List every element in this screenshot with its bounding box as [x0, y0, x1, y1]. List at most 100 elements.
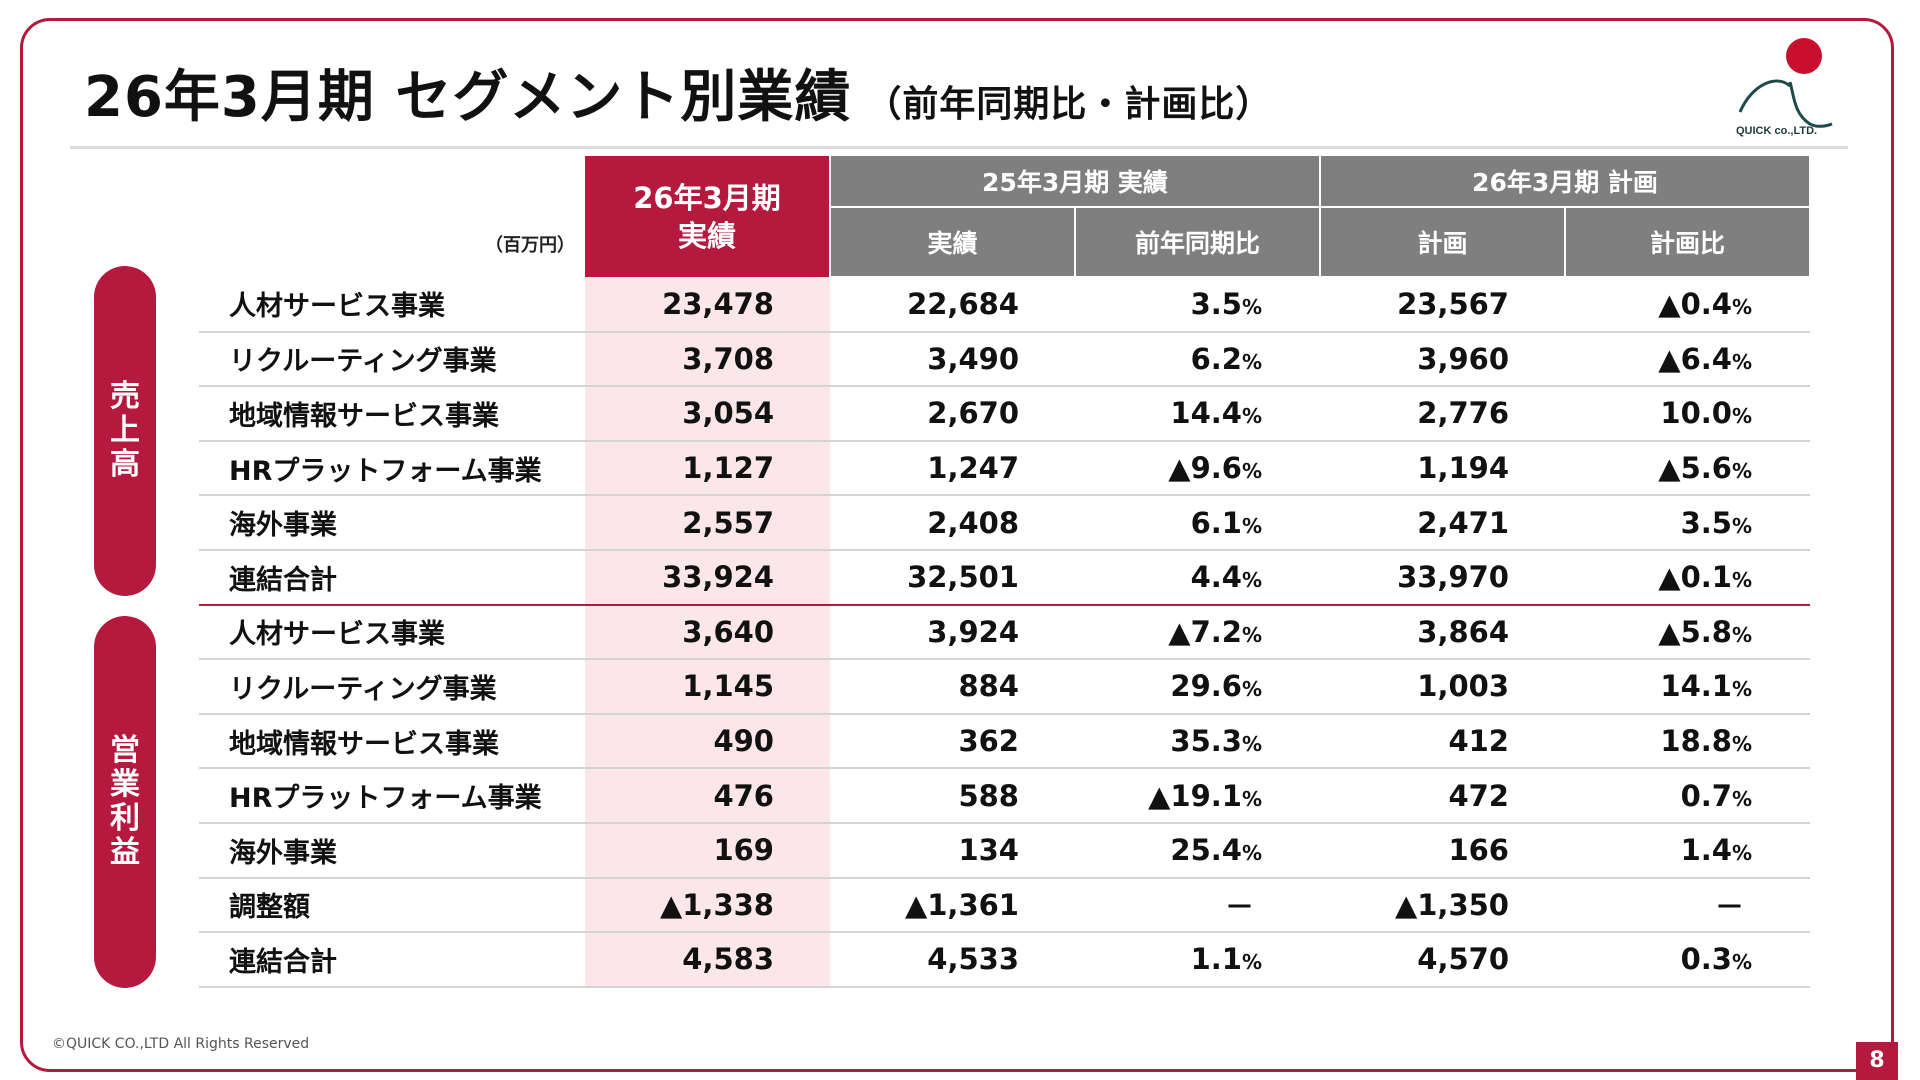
cell-current-actual: 23,478 — [585, 277, 830, 333]
table-body: 人材サービス事業 23,478 22,684 3.5% 23,567 ▲0.4% リクルーテ… — [199, 277, 1810, 988]
cell-current-actual: ▲1,338 — [585, 877, 830, 934]
unit-label: （百万円） — [485, 235, 575, 256]
cell-yoy: ▲19.1% — [1075, 768, 1320, 824]
section-label-sales: 売上高 — [94, 266, 156, 596]
cell-current-actual: 3,054 — [585, 386, 830, 442]
table-row: HRプラットフォーム事業 1,127 1,247 ▲9.6% 1,194 ▲5.6% — [199, 440, 1810, 497]
cell-current-actual: 33,924 — [585, 549, 830, 606]
percent-sign: % — [1241, 622, 1262, 647]
cell-prev-actual: 362 — [830, 713, 1075, 770]
percent-sign: % — [1241, 459, 1262, 484]
row-label: 連結合計 — [199, 549, 585, 606]
percent-sign: % — [1241, 568, 1262, 593]
header-vs-plan: 計画比 — [1565, 207, 1811, 278]
percent-sign: % — [1731, 841, 1752, 866]
table-row: 海外事業 2,557 2,408 6.1% 2,471 3.5% — [199, 495, 1810, 551]
cell-current-actual: 1,145 — [585, 659, 830, 715]
percent-sign: % — [1241, 513, 1262, 538]
cell-vs-plan: 14.1% — [1565, 659, 1810, 715]
title-main: 26年3月期 セグメント別業績 — [84, 65, 852, 130]
row-label: HRプラットフォーム事業 — [199, 440, 585, 497]
cell-prev-actual: 134 — [830, 822, 1075, 879]
percent-sign: % — [1241, 349, 1262, 374]
percent-sign: % — [1241, 732, 1262, 757]
cell-prev-actual: 32,501 — [830, 549, 1075, 606]
cell-yoy: － — [1075, 877, 1320, 934]
cell-prev-actual: 884 — [830, 659, 1075, 715]
cell-current-actual: 476 — [585, 768, 830, 824]
cell-vs-plan: 1.4% — [1565, 822, 1810, 879]
table-row: 地域情報サービス事業 490 362 35.3% 412 18.8% — [199, 713, 1810, 770]
table-row: 人材サービス事業 3,640 3,924 ▲7.2% 3,864 ▲5.8% — [199, 604, 1810, 661]
percent-sign: % — [1241, 677, 1262, 702]
percent-sign: % — [1731, 568, 1752, 593]
cell-yoy: 14.4% — [1075, 386, 1320, 442]
cell-plan: ▲1,350 — [1320, 877, 1565, 934]
cell-plan: 2,471 — [1320, 495, 1565, 551]
cell-prev-actual: 3,490 — [830, 331, 1075, 388]
cell-yoy: 6.2% — [1075, 331, 1320, 388]
table-row: 調整額 ▲1,338 ▲1,361 － ▲1,350 － — [199, 877, 1810, 934]
cell-prev-actual: 588 — [830, 768, 1075, 824]
percent-sign: % — [1241, 295, 1262, 320]
cell-current-actual: 4,583 — [585, 932, 830, 988]
cell-plan: 2,776 — [1320, 386, 1565, 442]
cell-vs-plan: ▲0.1% — [1565, 549, 1810, 606]
cell-plan: 472 — [1320, 768, 1565, 824]
table-row: 連結合計 4,583 4,533 1.1% 4,570 0.3% — [199, 932, 1810, 988]
percent-sign: % — [1731, 459, 1752, 484]
quick-logo: QUICK co.,LTD. — [1736, 38, 1833, 137]
table-row: 地域情報サービス事業 3,054 2,670 14.4% 2,776 10.0% — [199, 386, 1810, 442]
header-plan-group: 26年3月期 計画 — [1320, 156, 1811, 208]
cell-current-actual: 3,708 — [585, 331, 830, 388]
percent-sign: % — [1731, 513, 1752, 538]
cell-yoy: 1.1% — [1075, 932, 1320, 988]
cell-prev-actual: 4,533 — [830, 932, 1075, 988]
logo-text: QUICK co.,LTD. — [1736, 125, 1817, 137]
cell-plan: 3,864 — [1320, 604, 1565, 661]
header-prev-group: 25年3月期 実績 — [830, 156, 1321, 208]
table-row: 人材サービス事業 23,478 22,684 3.5% 23,567 ▲0.4% — [199, 277, 1810, 333]
cell-plan: 23,567 — [1320, 277, 1565, 333]
copyright-text: ©QUICK CO.,LTD All Rights Reserved — [52, 1036, 310, 1052]
cell-plan: 33,970 — [1320, 549, 1565, 606]
section-label-operating-profit: 営業利益 — [94, 616, 156, 988]
table-row: リクルーティング事業 3,708 3,490 6.2% 3,960 ▲6.4% — [199, 331, 1810, 388]
segment-results-table: （百万円） 26年3月期 実績 25年3月期 実績 26年3月期 計画 実績 前年… — [199, 156, 1811, 988]
row-label: 連結合計 — [199, 932, 585, 988]
cell-yoy: 6.1% — [1075, 495, 1320, 551]
percent-sign: % — [1241, 950, 1262, 975]
percent-sign: % — [1731, 295, 1752, 320]
cell-current-actual: 3,640 — [585, 604, 830, 661]
cell-vs-plan: ▲5.8% — [1565, 604, 1810, 661]
row-label: 海外事業 — [199, 822, 585, 879]
cell-prev-actual: 22,684 — [830, 277, 1075, 333]
percent-sign: % — [1241, 404, 1262, 429]
cell-vs-plan: 10.0% — [1565, 386, 1810, 442]
title-subtitle: （前年同期比・計画比） — [865, 84, 1273, 125]
percent-sign: % — [1731, 732, 1752, 757]
cell-vs-plan: － — [1565, 877, 1810, 934]
cell-yoy: 25.4% — [1075, 822, 1320, 879]
header-prev-actual: 実績 — [830, 207, 1076, 278]
header-plan: 計画 — [1320, 207, 1566, 278]
row-label: リクルーティング事業 — [199, 331, 585, 388]
page-title: 26年3月期 セグメント別業績 （前年同期比・計画比） — [84, 52, 1272, 133]
percent-sign: % — [1731, 404, 1752, 429]
cell-prev-actual: ▲1,361 — [830, 877, 1075, 934]
cell-prev-actual: 3,924 — [830, 604, 1075, 661]
percent-sign: % — [1731, 349, 1752, 374]
percent-sign: % — [1731, 950, 1752, 975]
cell-yoy: 3.5% — [1075, 277, 1320, 333]
cell-plan: 1,003 — [1320, 659, 1565, 715]
cell-vs-plan: 0.3% — [1565, 932, 1810, 988]
cell-yoy: ▲9.6% — [1075, 440, 1320, 497]
title-divider — [70, 146, 1848, 149]
row-label: 海外事業 — [199, 495, 585, 551]
cell-yoy: ▲7.2% — [1075, 604, 1320, 661]
percent-sign: % — [1731, 677, 1752, 702]
row-label: リクルーティング事業 — [199, 659, 585, 715]
header-yoy: 前年同期比 — [1075, 207, 1321, 278]
row-label: HRプラットフォーム事業 — [199, 768, 585, 824]
table-row: リクルーティング事業 1,145 884 29.6% 1,003 14.1% — [199, 659, 1810, 715]
